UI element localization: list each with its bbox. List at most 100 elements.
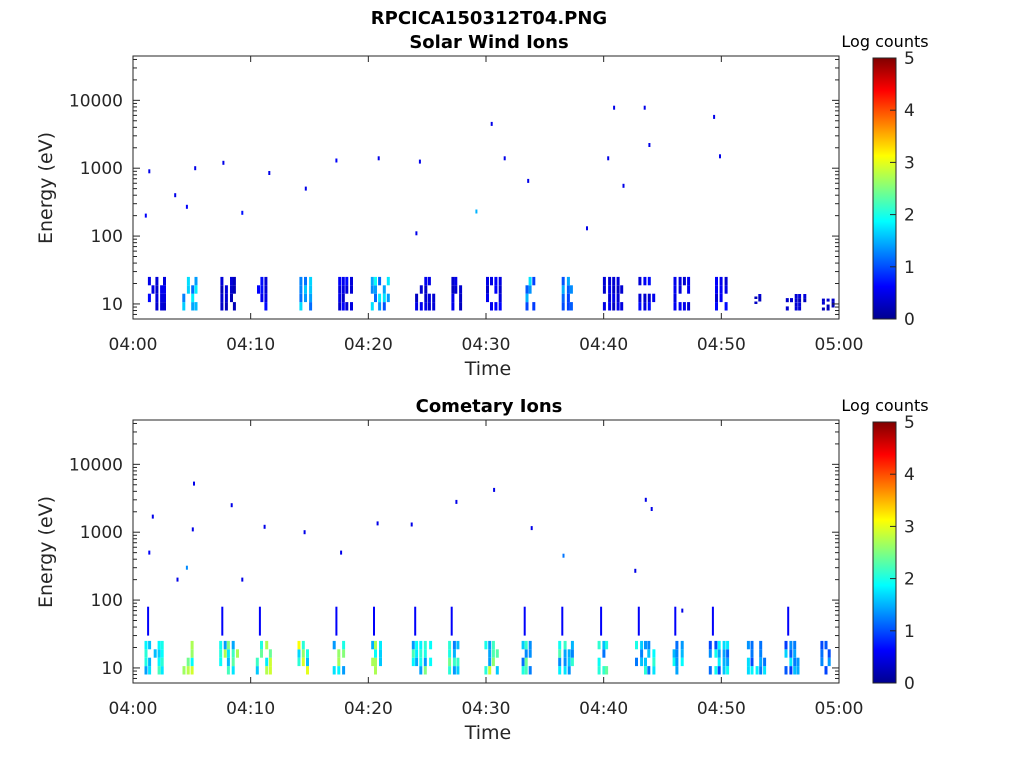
burst (415, 276, 436, 311)
count-cell (191, 293, 195, 303)
count-cell (640, 649, 644, 658)
count-cell (264, 302, 268, 311)
count-cell (219, 640, 223, 650)
count-cell (784, 649, 788, 658)
count-cell (370, 276, 374, 286)
burst (525, 276, 536, 311)
count-cell (715, 276, 718, 286)
x-tick-label: 04:30 (462, 699, 511, 719)
count-cell (221, 606, 224, 636)
count-cell (230, 276, 233, 286)
count-cell (826, 298, 830, 302)
count-cell (419, 285, 423, 294)
count-cell (160, 285, 164, 294)
count-point (644, 497, 647, 502)
count-point (304, 186, 307, 191)
count-cell (345, 285, 349, 294)
count-cell (758, 296, 762, 299)
count-cell (750, 657, 754, 667)
count-cell (647, 293, 651, 303)
count-cell (746, 666, 750, 675)
count-cell (794, 302, 798, 307)
count-cell (490, 276, 493, 286)
count-cell (528, 285, 532, 294)
count-cell (528, 649, 532, 658)
burst (451, 276, 463, 311)
colorbar-tick-label: 5 (904, 49, 915, 69)
count-cell (448, 649, 452, 658)
count-cell (427, 293, 431, 303)
count-cell (567, 657, 571, 667)
count-cell (794, 298, 798, 303)
count-cell (423, 649, 427, 658)
count-cell (157, 640, 161, 650)
count-cell (793, 640, 797, 650)
count-cell (456, 666, 460, 675)
count-cell (521, 657, 525, 667)
colorbar-label: Log counts (841, 32, 928, 51)
burst (638, 276, 656, 311)
count-cell (675, 640, 679, 650)
count-cell (605, 666, 609, 675)
count-cell (602, 302, 606, 311)
count-cell (374, 657, 377, 667)
burst (220, 276, 236, 311)
y-tick-label: 10 (101, 659, 123, 679)
count-cell (640, 657, 644, 667)
axis-ticks: 04:00 04:10 04:20 04:30 04:40 04:50 05:00 10 100… (69, 420, 864, 719)
count-cell (494, 276, 498, 286)
count-cell (722, 649, 726, 658)
count-cell (484, 666, 488, 675)
count-cell (226, 649, 230, 658)
count-cell (620, 302, 624, 311)
burst (715, 276, 728, 311)
count-cell (182, 666, 186, 675)
count-cell (524, 666, 528, 675)
count-cell (419, 302, 423, 311)
count-cell (255, 657, 259, 667)
count-point (562, 553, 565, 558)
colorbar-tick-label: 3 (904, 153, 915, 173)
count-cell (190, 657, 194, 667)
count-cell (827, 649, 831, 658)
count-cell (371, 640, 375, 650)
count-cell (163, 302, 166, 311)
count-cell (708, 640, 712, 650)
count-cell (793, 657, 797, 667)
count-point (643, 105, 646, 110)
count-cell (257, 285, 260, 294)
count-cell (338, 302, 342, 311)
count-cell (528, 640, 532, 650)
count-cell (378, 302, 382, 311)
count-cell (488, 657, 492, 667)
x-tick-label: 04:50 (697, 699, 746, 719)
x-tick-label: 04:00 (109, 699, 158, 719)
count-cell (459, 293, 463, 303)
axis-ticks: 04:00 04:10 04:20 04:30 04:40 04:50 05:00 10 100… (69, 56, 864, 355)
count-cell (563, 666, 567, 675)
x-tick-label: 05:00 (815, 699, 864, 719)
count-cell (523, 606, 526, 636)
count-cell (432, 293, 436, 303)
count-cell (525, 302, 529, 311)
count-cell (448, 657, 452, 667)
count-cell (155, 285, 159, 294)
count-cell (147, 293, 151, 303)
burst (147, 276, 166, 311)
count-cell (763, 657, 767, 667)
count-cell (612, 285, 616, 294)
count-point (303, 530, 306, 535)
count-cell (190, 640, 194, 650)
count-cell (427, 276, 431, 286)
count-cell (796, 657, 800, 667)
count-cell (528, 276, 532, 286)
count-cell (715, 293, 718, 303)
count-cell (373, 606, 375, 636)
count-cell (726, 649, 730, 658)
count-cell (673, 285, 677, 294)
count-cell (423, 657, 427, 667)
burst (754, 294, 762, 304)
count-cell (374, 649, 377, 658)
count-cell (647, 640, 651, 650)
count-cell (789, 640, 793, 650)
